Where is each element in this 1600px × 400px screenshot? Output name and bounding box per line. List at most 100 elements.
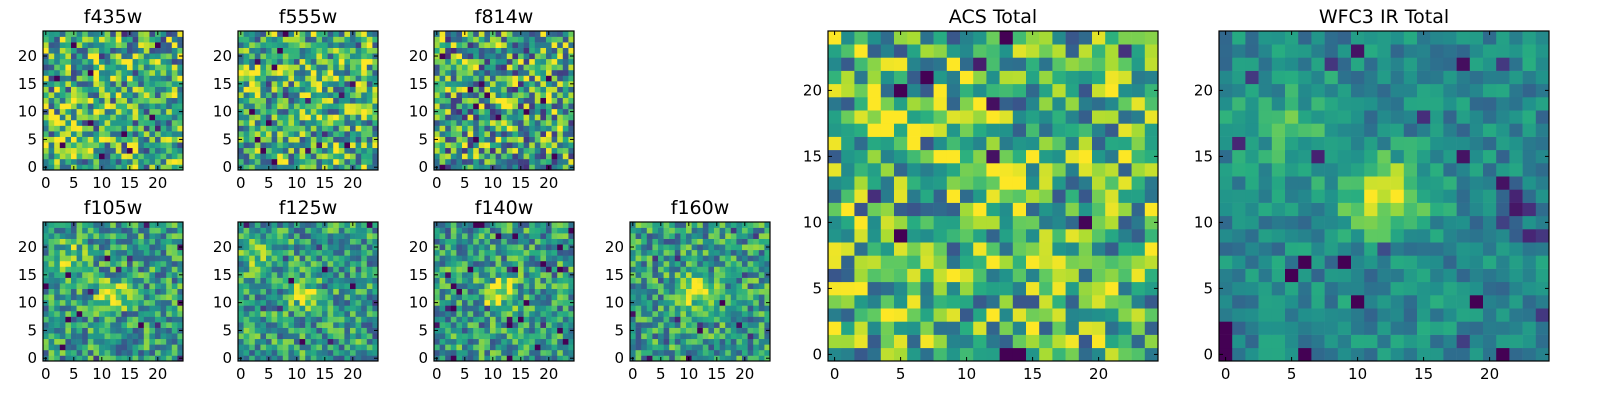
heatmap-cell	[907, 268, 921, 283]
heatmap-cell	[99, 294, 105, 301]
heatmap-cell	[110, 305, 117, 312]
heatmap-cell	[115, 131, 122, 137]
heatmap-cell	[143, 108, 150, 115]
heatmap-cell	[551, 266, 558, 273]
heatmap-cell	[646, 338, 653, 345]
heatmap-cell	[506, 103, 513, 110]
heatmap-cell	[568, 125, 575, 132]
heatmap-cell	[355, 53, 362, 60]
heatmap-cell	[171, 164, 178, 171]
heatmap-cell	[518, 36, 524, 43]
heatmap-cell	[104, 310, 111, 317]
heatmap-cell	[54, 222, 61, 228]
heatmap-cell	[127, 249, 133, 256]
heatmap-cell	[271, 238, 278, 245]
heatmap-cell	[512, 75, 519, 82]
panel-title: f555w	[279, 6, 338, 28]
heatmap-cell	[652, 222, 659, 228]
heatmap-cell	[82, 92, 89, 99]
heatmap-cell	[366, 36, 373, 43]
heatmap-cell	[1118, 163, 1132, 177]
heatmap-cell	[473, 277, 480, 284]
heatmap-cell	[445, 305, 452, 312]
heatmap-cell	[512, 53, 519, 60]
heatmap-cell	[171, 272, 178, 278]
heatmap-cell	[249, 92, 256, 99]
heatmap-cell	[697, 255, 704, 262]
heatmap-cell	[171, 310, 178, 317]
heatmap-cell	[82, 69, 89, 76]
heatmap-cell	[93, 164, 100, 171]
heatmap-cells	[238, 222, 379, 362]
heatmap-cell	[43, 333, 49, 340]
heatmap-cell	[355, 227, 362, 234]
heatmap-cell	[540, 227, 547, 234]
heatmap-cell	[490, 233, 496, 239]
heatmap-cell	[121, 238, 128, 245]
heatmap-cell	[467, 92, 474, 99]
heatmap-cell	[434, 249, 440, 256]
heatmap-cell	[160, 310, 167, 317]
heatmap-cell	[551, 233, 558, 239]
heatmap-cell	[249, 69, 256, 76]
heatmap-cell	[691, 227, 698, 234]
heatmap-cell	[294, 69, 300, 76]
heatmap-cell	[434, 316, 440, 323]
heatmap-cell	[171, 333, 178, 340]
heatmap-cell	[841, 321, 855, 335]
y-tick-label: 20	[605, 238, 624, 256]
heatmap-cell	[512, 64, 519, 71]
heatmap-cell	[669, 266, 676, 273]
heatmap-cell	[501, 299, 508, 306]
heatmap-cell	[663, 355, 670, 362]
heatmap-cell	[742, 244, 748, 251]
heatmap-cell	[65, 31, 72, 37]
heatmap-cell	[1052, 189, 1066, 203]
heatmap-cell	[110, 255, 117, 262]
heatmap-cell	[473, 316, 480, 323]
heatmap-cell	[254, 81, 261, 87]
heatmap-cell	[467, 103, 474, 110]
heatmap-cell	[960, 281, 974, 296]
heatmap-cell	[282, 114, 289, 121]
heatmap-cell	[736, 288, 743, 295]
heatmap-cell	[534, 316, 541, 323]
heatmap-cell	[121, 108, 128, 115]
heatmap-cell	[166, 344, 173, 351]
heatmap-cell	[646, 277, 653, 284]
heatmap-cell	[115, 299, 122, 306]
heatmap-cell	[630, 260, 636, 267]
heatmap-cell	[669, 233, 676, 239]
heatmap-cell	[48, 249, 55, 256]
heatmap-cell	[635, 322, 642, 328]
heatmap-cell	[138, 294, 145, 301]
heatmap-cell	[450, 260, 457, 267]
heatmap-cell	[333, 86, 340, 93]
heatmap-cell	[529, 327, 536, 334]
heatmap-cell	[686, 244, 692, 251]
heatmap-cell	[254, 147, 261, 154]
heatmap-cell	[65, 164, 72, 171]
heatmap-cell	[478, 260, 485, 267]
heatmap-cell	[473, 53, 480, 60]
heatmap-cell	[467, 227, 474, 234]
heatmap-cell	[305, 164, 312, 171]
heatmap-cell	[355, 266, 362, 273]
heatmap-cell	[450, 97, 457, 104]
heatmap-cell	[462, 108, 468, 115]
heatmap-cell	[104, 227, 111, 234]
heatmap-cell	[742, 333, 748, 340]
heatmap-cell	[338, 142, 345, 149]
heatmap-cell	[238, 316, 244, 323]
heatmap-cell	[143, 288, 150, 295]
heatmap-cell	[93, 260, 100, 267]
heatmap-cell	[551, 119, 558, 126]
heatmap-cell	[115, 338, 122, 345]
heatmap-cell	[663, 277, 670, 284]
heatmap-cell	[160, 53, 167, 60]
heatmap-cell	[512, 164, 519, 171]
heatmap-cell	[350, 349, 356, 356]
heatmap-cell	[65, 294, 72, 301]
heatmap-cell	[529, 42, 536, 48]
heatmap-cell	[641, 260, 648, 267]
